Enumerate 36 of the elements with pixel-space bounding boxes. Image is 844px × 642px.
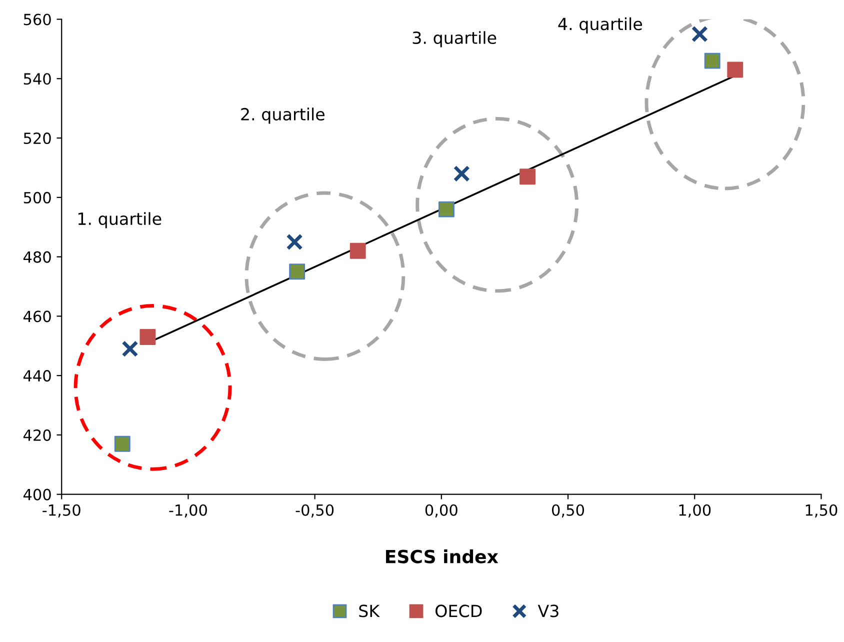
point: [520, 168, 536, 185]
point: [691, 26, 708, 42]
annotation: 2. quartile: [241, 108, 324, 124]
x-tick-label: -1,00: [169, 504, 207, 518]
y-tick-label: 440: [23, 370, 51, 382]
y-tick-label: 560: [24, 14, 51, 26]
y-tick-label: 480: [23, 251, 51, 263]
y-tick-label: 520: [24, 132, 51, 144]
annotation: 1. quartile: [78, 212, 162, 228]
point: [286, 234, 303, 250]
x-tick-label: -0,50: [296, 504, 334, 518]
point: [453, 165, 470, 182]
point: [704, 52, 720, 69]
x-tick-label: 0,00: [425, 504, 458, 518]
annotation: 3. quartile: [412, 31, 496, 48]
y-tick-label: 500: [24, 192, 51, 204]
point: [140, 328, 156, 345]
point: [350, 242, 366, 259]
legend-label: SK: [359, 604, 380, 618]
x-tick-label: 1,00: [679, 504, 711, 518]
annotation: 4. quartile: [558, 17, 642, 34]
point: [122, 340, 138, 358]
y-tick-label: 420: [23, 429, 51, 441]
y-tick-label: 460: [23, 310, 51, 322]
x-axis-title: ESCS index: [386, 549, 498, 564]
x-tick-label: 1,50: [806, 504, 838, 518]
point: [114, 436, 130, 452]
x-tick-label: 0,50: [552, 504, 584, 518]
x-tick-label: -1,50: [42, 504, 80, 518]
point: [438, 201, 454, 218]
legend-label: V3: [538, 604, 558, 618]
legend-label: OECD: [436, 604, 482, 618]
y-tick-label: 540: [24, 73, 51, 85]
y-tick-label: 400: [23, 488, 51, 500]
point: [727, 62, 744, 78]
point: [289, 264, 306, 280]
